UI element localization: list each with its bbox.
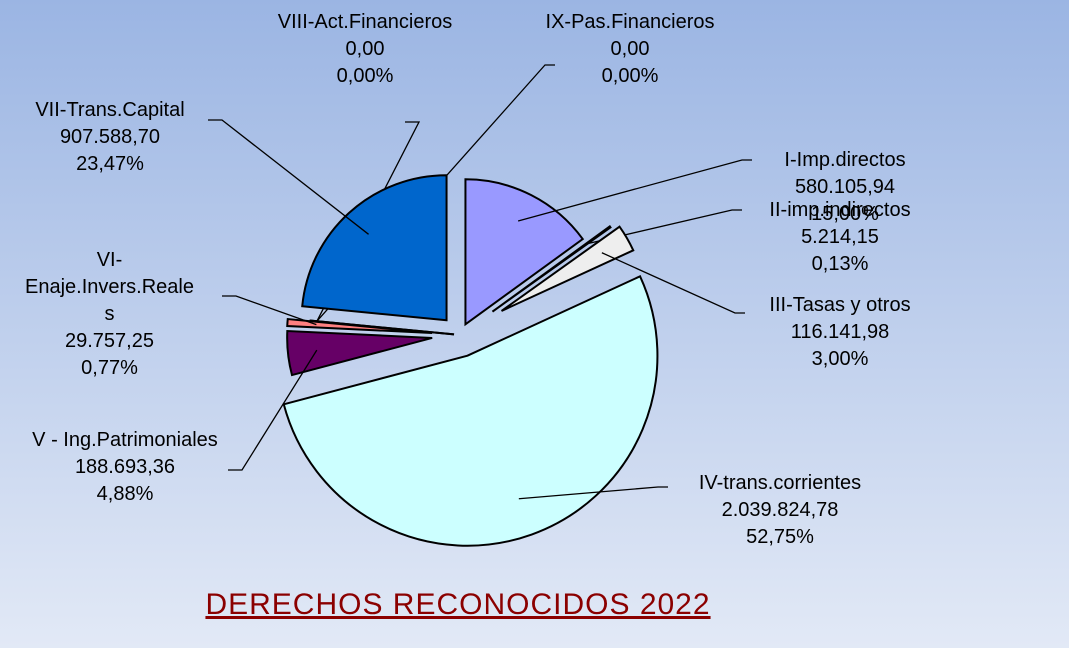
slice-label: V - Ing.Patrimoniales 188.693,36 4,88% (30, 427, 220, 508)
pie-slice (464, 178, 585, 327)
slice-label: I-Imp.directos 580.105,94 15,00% (760, 147, 930, 228)
leader-line (586, 209, 742, 245)
slice-percent: 0,77% (81, 357, 138, 379)
slice-value: 0,00 (610, 38, 650, 60)
pie-slice (309, 319, 455, 336)
pie-slice (491, 225, 612, 313)
leader-line (222, 295, 317, 326)
slice-value: 29.757,25 (65, 330, 154, 352)
slice-value: 5.214,15 (801, 226, 879, 248)
slice-percent: 52,75% (746, 526, 814, 548)
slice-label: IX-Pas.Financieros 0,00 0,00% (545, 9, 715, 90)
leader-line (517, 159, 752, 222)
slice-category: III-Tasas y otros (769, 294, 911, 316)
leader-line (228, 349, 318, 471)
slice-percent: 3,00% (811, 348, 869, 370)
slice-value: 188.693,36 (74, 456, 176, 478)
slice-value: 580.105,94 (794, 176, 896, 198)
pie-slice (282, 274, 659, 547)
slice-percent: 4,88% (96, 483, 154, 505)
slice-category: VIII-Act.Financieros (277, 11, 453, 33)
slice-percent: 15,00% (811, 203, 879, 225)
chart-title: DERECHOS RECONOCIDOS 2022 (205, 588, 711, 621)
leader-line (601, 252, 745, 314)
slice-label: II-imp.indirectos 5.214,15 0,13% (740, 197, 940, 278)
leader-line (208, 119, 369, 235)
slice-category: IX-Pas.Financieros (545, 11, 715, 33)
slice-label: VIII-Act.Financieros 0,00 0,00% (275, 9, 455, 90)
slice-label: III-Tasas y otros 116.141,98 3,00% (745, 292, 935, 373)
slice-percent: 0,13% (811, 253, 869, 275)
leader-line (518, 486, 668, 500)
slice-category: V - Ing.Patrimoniales (32, 429, 218, 451)
slice-value: 2.039.824,78 (721, 499, 839, 521)
slice-value: 907.588,70 (59, 126, 161, 148)
slice-category: VI-Enaje.Invers.Reales (25, 249, 194, 325)
pie-slice (500, 225, 635, 312)
slice-percent: 0,00% (601, 65, 659, 87)
slice-label: VII-Trans.Capital 907.588,70 23,47% (10, 97, 210, 178)
slice-label: VI-Enaje.Invers.Reales 29.757,25 0,77% (22, 247, 197, 382)
slice-percent: 23,47% (76, 153, 144, 175)
slice-category: VII-Trans.Capital (35, 99, 185, 121)
slice-category: IV-trans.corrientes (698, 472, 862, 494)
slice-category: II-imp.indirectos (769, 199, 911, 221)
pie-slice (301, 174, 448, 322)
pie-slice (286, 329, 433, 377)
slice-value: 116.141,98 (790, 321, 890, 343)
slice-value: 0,00 (345, 38, 385, 60)
slice-label: IV-trans.corrientes 2.039.824,78 52,75% (670, 470, 890, 551)
slice-percent: 0,00% (336, 65, 394, 87)
slice-category: I-Imp.directos (784, 149, 906, 171)
